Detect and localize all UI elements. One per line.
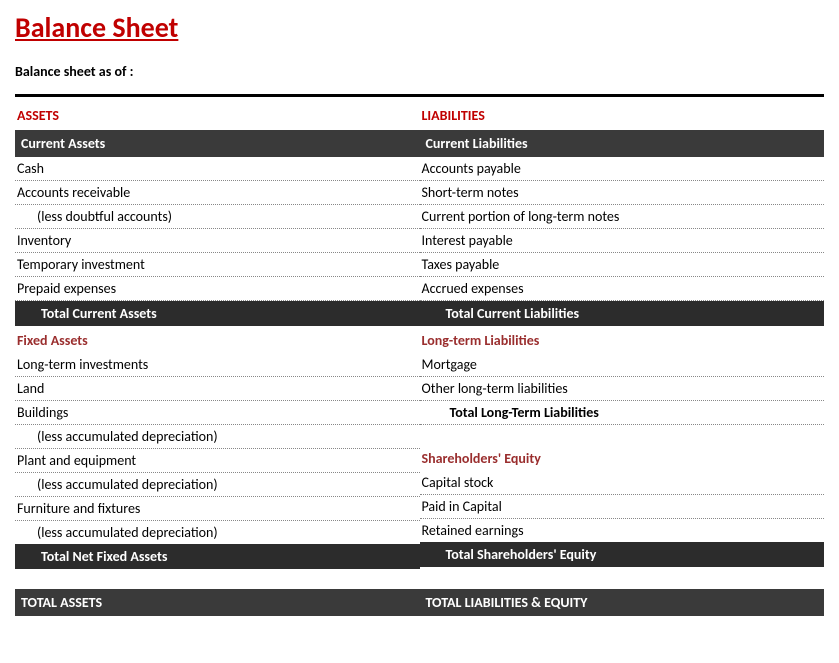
table-row: Buildings (15, 401, 420, 425)
table-row: (less doubtful accounts) (15, 205, 420, 229)
current-liabilities-band: Current Liabilities (420, 130, 825, 157)
shareholders-equity-subheader: Shareholders' Equity (420, 448, 825, 471)
current-assets-band: Current Assets (15, 130, 420, 157)
longterm-liabilities-subheader: Long-term Liabilities (420, 326, 825, 353)
table-row: Prepaid expenses (15, 277, 420, 301)
balance-sheet-grid: ASSETS LIABILITIES Current Assets Curren… (15, 103, 824, 616)
total-net-fixed-assets-band: Total Net Fixed Assets (15, 544, 420, 569)
table-row: Short-term notes (420, 181, 825, 205)
table-row (420, 425, 825, 448)
table-row: Long-term investments (15, 353, 420, 377)
table-row: Accounts payable (420, 157, 825, 181)
table-row: Mortgage (420, 353, 825, 377)
fixed-assets-subheader: Fixed Assets (15, 326, 420, 353)
total-shareholders-equity-band: Total Shareholders' Equity (420, 542, 825, 567)
table-row: Paid in Capital (420, 495, 825, 519)
total-liabilities-equity-band: TOTAL LIABILITIES & EQUITY (420, 589, 825, 616)
assets-header: ASSETS (15, 103, 420, 130)
as-of-label: Balance sheet as of : (15, 63, 824, 80)
table-row: Plant and equipment (15, 449, 420, 473)
spacer (420, 569, 825, 589)
total-longterm-liabilities-row: Total Long-Term Liabilities (420, 401, 825, 425)
table-row: Current portion of long-term notes (420, 205, 825, 229)
page-title: Balance Sheet (15, 10, 824, 45)
top-rule (15, 94, 824, 97)
table-row: Cash (15, 157, 420, 181)
table-row: (less accumulated depreciation) (15, 473, 420, 497)
table-row: Land (15, 377, 420, 401)
spacer (15, 569, 420, 589)
table-row: Taxes payable (420, 253, 825, 277)
fixed-assets-col: Long-term investments Land Buildings (le… (15, 353, 420, 569)
table-row: Capital stock (420, 471, 825, 495)
table-row: Temporary investment (15, 253, 420, 277)
table-row: Furniture and fixtures (15, 497, 420, 521)
right-lower-col: Mortgage Other long-term liabilities Tot… (420, 353, 825, 569)
table-row: Accounts receivable (15, 181, 420, 205)
table-row: (less accumulated depreciation) (15, 425, 420, 449)
table-row: Accrued expenses (420, 277, 825, 301)
table-row: Retained earnings (420, 519, 825, 542)
total-current-assets-band: Total Current Assets (15, 301, 420, 326)
total-current-liabilities-band: Total Current Liabilities (420, 301, 825, 326)
table-row: Interest payable (420, 229, 825, 253)
liabilities-header: LIABILITIES (420, 103, 825, 130)
table-row: (less accumulated depreciation) (15, 521, 420, 544)
table-row: Other long-term liabilities (420, 377, 825, 401)
table-row: Inventory (15, 229, 420, 253)
total-assets-band: TOTAL ASSETS (15, 589, 420, 616)
